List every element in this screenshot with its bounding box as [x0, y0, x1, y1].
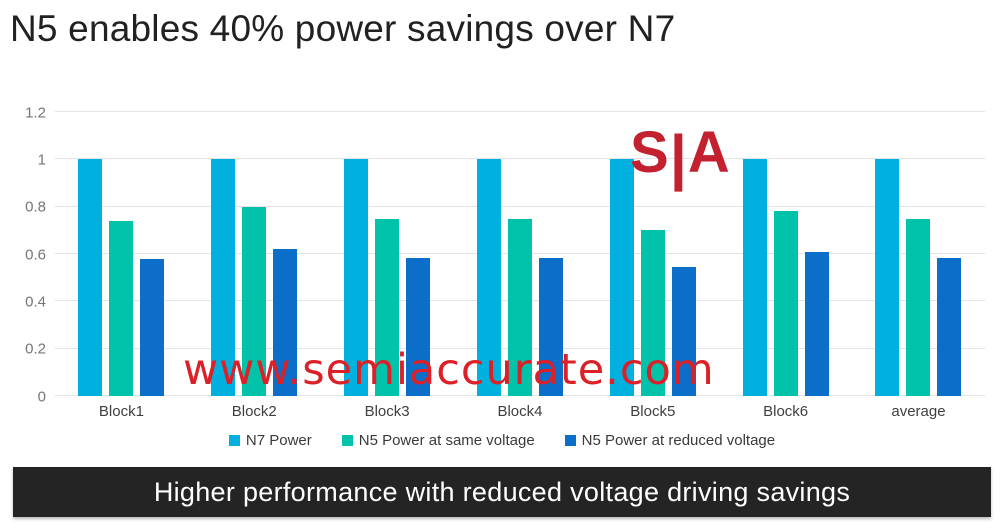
- bottom-banner: Higher performance with reduced voltage …: [13, 467, 991, 517]
- legend-item: N5 Power at same voltage: [341, 432, 535, 449]
- chart-legend: N7 Power N5 Power at same voltage N5 Power…: [0, 432, 1004, 449]
- bar-n5-power-at-reduced-voltage: [671, 267, 696, 396]
- bar-group-block2: Block2: [211, 112, 298, 424]
- y-tick-label: 0.6: [25, 246, 46, 263]
- legend-label: N7 Power: [245, 432, 312, 449]
- legend-item: N7 Power: [228, 432, 312, 449]
- y-tick-label: 1: [37, 151, 46, 169]
- bar-n5-power-at-reduced-voltage: [804, 251, 829, 396]
- legend-label: N5 Power at same voltage: [358, 432, 535, 449]
- bars-row: [875, 112, 962, 396]
- category-label: average: [891, 403, 946, 420]
- y-tick-label: 0: [37, 388, 46, 405]
- category-label: Block6: [763, 403, 809, 420]
- gridline: [55, 111, 985, 112]
- legend-item: N5 Power at reduced voltage: [564, 432, 776, 449]
- bar-n5-power-at-same-voltage: [773, 211, 798, 396]
- gridline: [55, 205, 985, 207]
- bars-row: [211, 112, 298, 396]
- legend-swatch-icon: [341, 435, 353, 446]
- category-label: Block2: [231, 403, 277, 420]
- logo-pipe: |: [669, 123, 688, 193]
- y-tick-label: 1.2: [25, 104, 46, 121]
- semiaccurate-logo-watermark: S|A: [630, 118, 731, 192]
- gridline: [55, 158, 985, 160]
- y-tick-label: 0.2: [25, 340, 46, 358]
- semiaccurate-url-watermark: www.semiaccurate.com: [183, 345, 715, 395]
- logo-letter-s: S: [630, 120, 670, 185]
- bars-row: [344, 112, 431, 396]
- bar-group-block5: Block5: [609, 112, 696, 424]
- banner-text: Higher performance with reduced voltage …: [153, 476, 851, 507]
- legend-swatch-icon: [228, 435, 240, 446]
- legend-swatch-icon: [564, 435, 576, 446]
- bar-group-block6: Block6: [742, 112, 829, 424]
- category-label: Block4: [497, 403, 543, 420]
- y-tick-label: 0.4: [25, 293, 46, 311]
- bars-row: [742, 112, 829, 396]
- bars-row: [476, 112, 563, 396]
- bar-groups: Block1 Block2 Block3 Block4 Block5 Block6 aver…: [55, 112, 985, 424]
- y-tick-label: 0.8: [25, 198, 46, 216]
- bar-group-block1: Block1: [78, 112, 165, 424]
- bar-n5-power-at-same-voltage: [109, 220, 134, 396]
- bar-group-block3: Block3: [344, 112, 431, 424]
- bars-row: [78, 112, 165, 396]
- bar-n5-power-at-reduced-voltage: [937, 257, 962, 396]
- bar-n7-power: [742, 159, 767, 396]
- legend-label: N5 Power at reduced voltage: [581, 432, 776, 449]
- bar-n7-power: [875, 159, 900, 396]
- bar-group-block4: Block4: [476, 112, 563, 424]
- category-label: Block5: [630, 403, 676, 420]
- bar-n7-power: [344, 159, 369, 396]
- bar-n5-power-at-reduced-voltage: [406, 257, 431, 396]
- bar-n5-power-at-reduced-voltage: [273, 249, 298, 396]
- bar-n5-power-at-same-voltage: [906, 218, 931, 396]
- bar-n5-power-at-reduced-voltage: [140, 258, 165, 396]
- bar-n7-power: [211, 159, 236, 396]
- bar-n7-power: [476, 159, 501, 396]
- bar-n7-power: [78, 159, 103, 396]
- category-label: Block1: [98, 403, 144, 420]
- bars-row: [609, 112, 696, 396]
- y-axis-tick-labels: 0 0.2 0.4 0.6 0.8 1 1.2: [0, 104, 46, 405]
- bar-n5-power-at-same-voltage: [640, 230, 665, 396]
- bar-n7-power: [609, 159, 634, 396]
- bar-n5-power-at-reduced-voltage: [538, 257, 563, 396]
- bar-n5-power-at-same-voltage: [507, 218, 532, 396]
- bar-n5-power-at-same-voltage: [375, 218, 400, 396]
- chart-title: N5 enables 40% power savings over N7: [10, 8, 676, 49]
- category-label: Block3: [364, 403, 410, 420]
- logo-letter-a: A: [687, 120, 731, 185]
- bar-group-average: average: [875, 112, 962, 424]
- bar-n5-power-at-same-voltage: [242, 206, 267, 396]
